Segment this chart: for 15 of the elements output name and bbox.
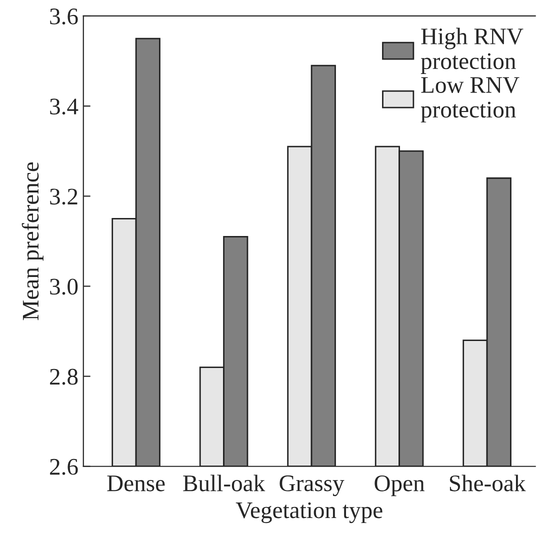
legend-label: High RNV protection: [420, 28, 524, 74]
x-tick-label: Open: [374, 475, 425, 496]
x-axis-title: Vegetation type: [236, 502, 382, 524]
y-tick-label: 2.6: [50, 458, 78, 475]
x-tick-label: Grassy: [280, 475, 344, 496]
y-tick-label: 3.0: [50, 278, 78, 295]
y-tick-label: 3.2: [50, 188, 78, 205]
y-tick-label: 3.4: [50, 98, 78, 115]
x-tick-label: Dense: [107, 476, 165, 492]
x-tick-label: She-oak: [450, 474, 526, 492]
y-axis-title: Mean preference: [22, 162, 44, 320]
y-tick-label: 2.8: [50, 368, 78, 385]
legend-label: Low RNV protection: [420, 77, 520, 122]
y-tick-label: 3.6: [50, 8, 78, 25]
x-tick-label: Bull-oak: [183, 474, 266, 492]
